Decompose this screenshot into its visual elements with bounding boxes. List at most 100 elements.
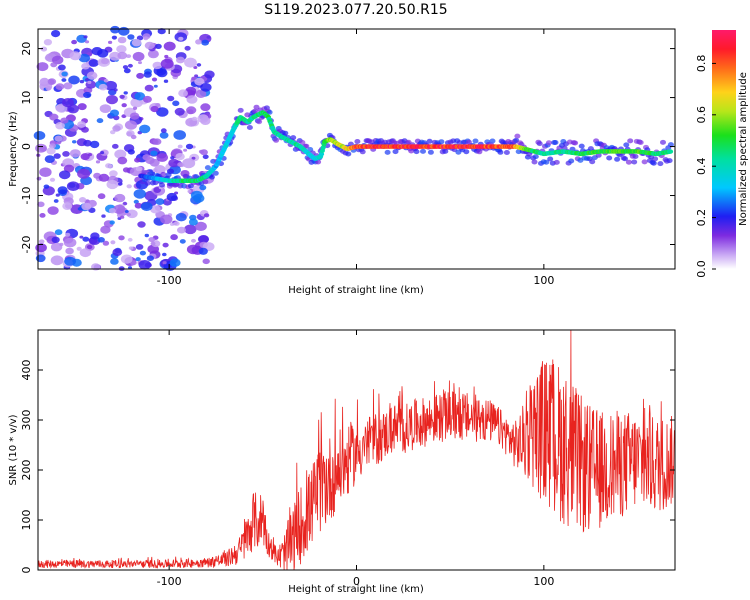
x-tick-label: -100 (157, 575, 182, 588)
noise-blob (72, 140, 77, 144)
noise-blob (110, 130, 116, 135)
snr-y-ticks: 0 100 200 300 400 (20, 360, 675, 574)
noise-blob (79, 235, 84, 239)
noise-blob (204, 70, 215, 79)
noise-blob (162, 261, 167, 265)
noise-blob (194, 77, 205, 86)
noise-blob (106, 95, 118, 105)
noise-blob (198, 149, 204, 154)
ridge-point (320, 145, 326, 150)
noise-blob (63, 82, 73, 90)
ridge-halo (237, 107, 244, 113)
noise-blob (134, 157, 141, 163)
noise-blob (163, 79, 169, 83)
ridge-halo (253, 104, 260, 110)
noise-blob (127, 34, 135, 40)
noise-blob (62, 202, 73, 211)
noise-blob (38, 239, 45, 244)
noise-blob (45, 86, 52, 91)
noise-blob (120, 254, 133, 264)
noise-blob (33, 131, 46, 140)
noise-blob (43, 184, 50, 189)
ridge-halo (667, 142, 674, 148)
noise-blob (126, 131, 133, 137)
noise-blob (132, 51, 145, 62)
noise-blob (178, 89, 189, 97)
noise-blob (168, 158, 180, 168)
noise-blob (110, 240, 116, 245)
noise-blob (157, 28, 166, 35)
noise-blob (151, 77, 158, 82)
noise-blob (134, 202, 143, 209)
noise-blob (49, 143, 56, 149)
noise-blob (131, 39, 142, 47)
y-tick-label: -10 (20, 187, 33, 205)
ridge-halo (532, 154, 539, 160)
spectrogram-xlabel: Height of straight line (km) (288, 285, 424, 296)
noise-blob (66, 181, 80, 191)
noise-blob (83, 139, 92, 147)
ridge-halo (354, 139, 361, 144)
noise-blob (110, 258, 119, 265)
noise-blob (77, 207, 83, 211)
noise-blob (101, 58, 110, 65)
noise-blob (118, 26, 130, 36)
ridge-halo (427, 149, 434, 155)
snr-x-ticks: -100 0 100 (157, 330, 554, 588)
noise-blob (119, 94, 125, 99)
noise-blob (130, 134, 137, 140)
noise-blob (144, 41, 155, 50)
noise-blob (58, 170, 71, 180)
noise-blob (62, 158, 75, 168)
noise-blob (148, 237, 155, 243)
noise-blob (53, 153, 61, 159)
noise-blob (200, 117, 211, 125)
noise-blob (133, 199, 139, 204)
noise-blob (80, 153, 90, 161)
ridge-halo (641, 159, 648, 165)
noise-blob (177, 226, 186, 234)
noise-blob (78, 53, 91, 63)
noise-blob (108, 208, 116, 214)
noise-blob (167, 95, 175, 102)
noise-blob (129, 112, 140, 120)
noise-blob (117, 36, 127, 44)
noise-blob (173, 130, 186, 140)
noise-blob (155, 198, 165, 206)
noise-blob (81, 202, 92, 211)
noise-blob (117, 51, 128, 60)
ridge-halo (622, 156, 628, 162)
noise-blob (101, 214, 106, 218)
noise-blob (177, 162, 184, 167)
ridge-halo (547, 156, 554, 162)
noise-blob (82, 236, 90, 242)
noise-blob (61, 78, 67, 82)
noise-blob (156, 68, 168, 78)
noise-blob (102, 240, 110, 246)
ridge-halo (543, 159, 550, 165)
noise-blob (136, 35, 144, 41)
ridge-halo (315, 159, 322, 165)
ridge-halo (545, 140, 552, 146)
noise-blob (145, 156, 155, 165)
noise-blob (127, 149, 135, 155)
noise-blob (121, 114, 127, 119)
noise-blob (186, 106, 197, 115)
spectrogram-ylabel: Frequency (Hz) (8, 111, 19, 187)
noise-blob (116, 45, 127, 54)
noise-blob (124, 210, 129, 213)
noise-blob (88, 59, 99, 67)
noise-blob (128, 246, 134, 250)
ridge-halo (650, 160, 657, 166)
noise-blob (155, 43, 162, 50)
noise-blob (68, 75, 80, 85)
noise-blob (60, 117, 69, 124)
noise-blob (97, 49, 109, 58)
noise-blob (194, 221, 207, 231)
ridge-halo (572, 140, 579, 146)
noise-blob (59, 242, 64, 247)
noise-blob (140, 202, 153, 211)
ridge-halo (152, 180, 159, 186)
ridge-halo (489, 138, 496, 144)
noise-blob (173, 221, 180, 226)
